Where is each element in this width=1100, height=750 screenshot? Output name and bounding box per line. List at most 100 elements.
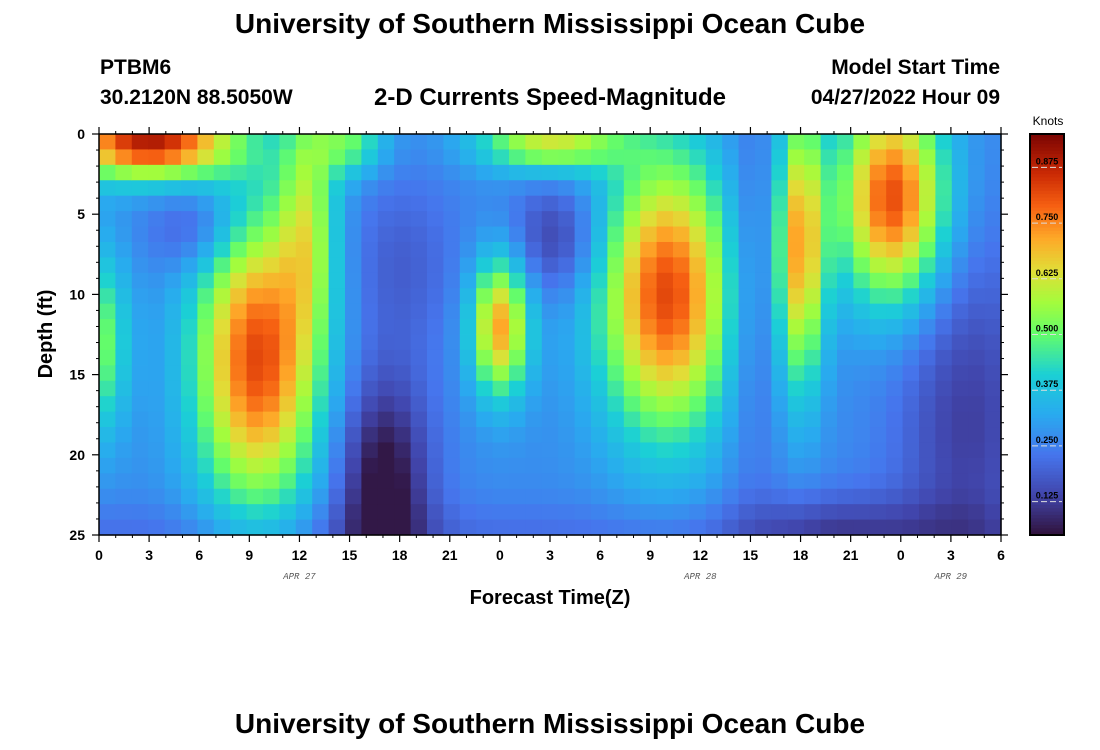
heatmap-cell (656, 442, 674, 459)
colorbar-segment (1030, 187, 1064, 192)
colorbar-segment (1030, 488, 1064, 493)
heatmap-cell (623, 504, 641, 521)
heatmap-cell (443, 226, 461, 243)
colorbar-segment (1030, 260, 1064, 265)
heatmap-cell (509, 349, 526, 366)
heatmap-cell (804, 442, 822, 459)
heatmap-cell (984, 272, 1002, 289)
heatmap-cell (394, 134, 412, 151)
heatmap-cell (541, 427, 559, 444)
heatmap-cell (312, 457, 330, 474)
colorbar-segment (1030, 518, 1064, 523)
y-tick-label: 25 (69, 527, 85, 543)
heatmap-cell (263, 504, 280, 521)
heatmap-cell (443, 134, 461, 151)
heatmap-cell (755, 195, 772, 212)
heatmap-cell (312, 149, 330, 166)
heatmap-cell (656, 349, 674, 366)
heatmap-cell (476, 488, 494, 505)
heatmap-cell (640, 349, 658, 366)
heatmap-cell (361, 473, 379, 490)
colorbar-segment (1030, 267, 1064, 272)
heatmap-cell (541, 288, 559, 305)
heatmap-cell (181, 164, 198, 181)
heatmap-cell (312, 241, 330, 258)
heatmap-cell (230, 411, 248, 428)
colorbar-segment (1030, 167, 1064, 172)
heatmap-cell (935, 303, 953, 320)
heatmap-cell (99, 272, 116, 289)
heatmap-cell (722, 149, 740, 166)
heatmap-cell (820, 488, 838, 505)
heatmap-cell (312, 365, 330, 382)
heatmap-cell (722, 257, 740, 274)
heatmap-cell (263, 211, 280, 228)
heatmap-cell (509, 427, 526, 444)
heatmap-cell (525, 427, 543, 444)
heatmap-cell (164, 211, 182, 228)
heatmap-cell (377, 488, 395, 505)
heatmap-cell (148, 411, 166, 428)
heatmap-cell (902, 211, 920, 228)
heatmap-cell (886, 319, 904, 336)
heatmap-cell (509, 303, 526, 320)
colorbar-segment (1030, 381, 1064, 386)
heatmap-cell (361, 257, 379, 274)
heatmap-cell (722, 349, 740, 366)
heatmap-cell (705, 427, 723, 444)
heatmap-cell (935, 396, 953, 413)
heatmap-cell (673, 164, 690, 181)
heatmap-cell (640, 257, 658, 274)
x-tick-label: 9 (245, 547, 253, 563)
colorbar-segment (1030, 284, 1064, 289)
heatmap-cell (738, 334, 756, 351)
heatmap-cell (148, 180, 166, 197)
heatmap-cell (640, 504, 658, 521)
heatmap-cell (656, 334, 674, 351)
heatmap-cell (738, 349, 756, 366)
heatmap-cell (377, 241, 395, 258)
heatmap-cell (722, 457, 740, 474)
heatmap-cell (164, 195, 182, 212)
heatmap-cell (558, 180, 576, 197)
heatmap-cell (525, 257, 543, 274)
heatmap-cell (328, 134, 346, 151)
heatmap-cell (919, 149, 936, 166)
heatmap-cell (886, 396, 904, 413)
heatmap-cell (656, 288, 674, 305)
heatmap-cell (984, 519, 1002, 536)
heatmap-cell (394, 164, 412, 181)
heatmap-cell (427, 180, 444, 197)
heatmap-cell (935, 380, 953, 397)
heatmap-cell (525, 134, 543, 151)
heatmap-cell (509, 380, 526, 397)
heatmap-cell (115, 488, 133, 505)
colorbar-segment (1030, 394, 1064, 399)
heatmap-cell (213, 226, 231, 243)
heatmap-cell (476, 211, 494, 228)
heatmap-cell (164, 411, 182, 428)
heatmap-cell (427, 272, 444, 289)
heatmap-cell (656, 180, 674, 197)
heatmap-cell (295, 396, 313, 413)
heatmap-cell (787, 288, 805, 305)
heatmap-cell (574, 257, 592, 274)
heatmap-cell (640, 427, 658, 444)
heatmap-cell (131, 288, 149, 305)
heatmap-cell (984, 334, 1002, 351)
heatmap-cell (394, 180, 412, 197)
heatmap-cell (968, 272, 986, 289)
heatmap-cell (509, 319, 526, 336)
heatmap-cell (804, 411, 822, 428)
heatmap-cell (197, 226, 215, 243)
heatmap-cell (951, 427, 969, 444)
heatmap-cell (279, 241, 297, 258)
heatmap-cell (115, 365, 133, 382)
colorbar-segment (1030, 397, 1064, 402)
heatmap-cell (902, 504, 920, 521)
heatmap-cell (820, 334, 838, 351)
heatmap-cell (427, 473, 444, 490)
heatmap-cell (230, 180, 248, 197)
heatmap-cell (853, 211, 871, 228)
heatmap-cell (312, 211, 330, 228)
